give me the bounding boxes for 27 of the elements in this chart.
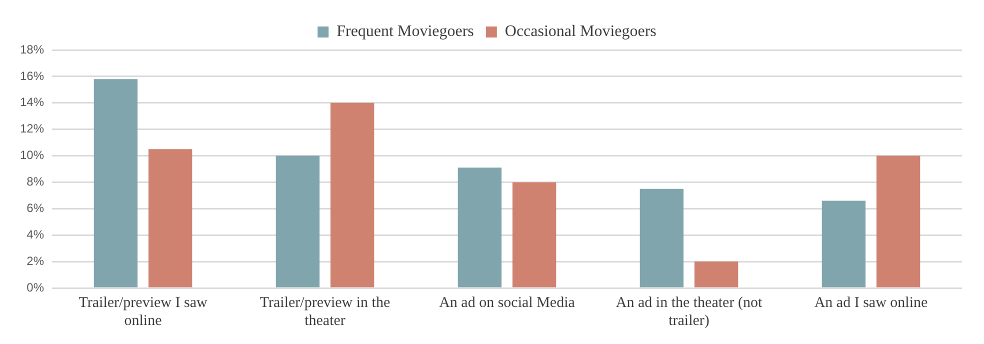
bar (694, 262, 738, 288)
legend-label: Occasional Moviegoers (504, 23, 656, 40)
bar (94, 79, 138, 288)
x-tick-label: Trailer/preview I saw online (78, 294, 208, 329)
bar (330, 102, 374, 288)
y-tick-label: 2% (26, 254, 44, 268)
legend-label: Frequent Moviegoers (336, 23, 474, 40)
bar (876, 156, 920, 288)
y-tick-label: 8% (26, 174, 44, 189)
y-tick-label: 0% (26, 280, 44, 294)
bar (458, 168, 502, 288)
bar (822, 200, 866, 288)
y-tick-label: 12% (20, 122, 44, 136)
y-tick-label: 18% (20, 42, 44, 56)
x-tick-label: An ad I saw online (814, 294, 928, 311)
y-tick-label: 4% (26, 227, 44, 242)
y-tick-label: 6% (26, 200, 44, 215)
bar (640, 188, 684, 288)
bar (512, 182, 556, 288)
bar (276, 156, 320, 288)
y-tick-label: 14% (20, 95, 44, 110)
x-tick-label: An ad in the theater (not trailer) (616, 294, 763, 329)
bar (148, 149, 192, 288)
x-tick-label: An ad on social Media (439, 294, 576, 311)
y-tick-label: 16% (20, 68, 44, 83)
y-tick-label: 10% (20, 148, 44, 162)
x-tick-label: Trailer/preview in the theater (260, 294, 390, 329)
